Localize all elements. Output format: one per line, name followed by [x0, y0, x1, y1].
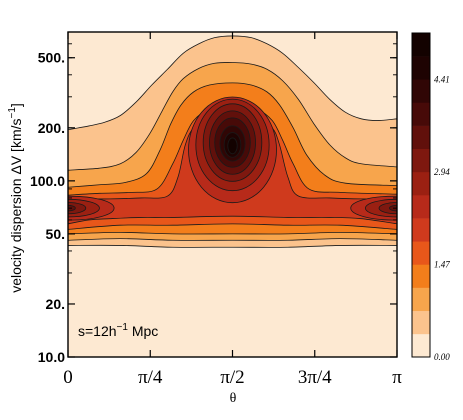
colorbar-band-9 [412, 125, 430, 150]
contour-level-13-blob-0 [227, 137, 238, 155]
colorbar-tick-label-1: 1.47 [434, 260, 450, 270]
x-axis-label: θ [230, 391, 237, 406]
x-tick-label-0: 0 [63, 367, 73, 388]
x-tick-label-4: π [392, 367, 402, 388]
colorbar-band-10 [412, 102, 430, 126]
colorbar-band-4 [412, 241, 430, 265]
colorbar-band-6 [412, 195, 430, 219]
colorbar-band-0 [412, 333, 430, 358]
colorbar-band-3 [412, 264, 430, 288]
colorbar-band-2 [412, 287, 430, 312]
y-tick-label-0: 10.0 [38, 349, 65, 365]
colorbar-band-13 [412, 33, 430, 57]
colorbar-tick-label-3: 4.41 [434, 75, 450, 85]
x-tick-label-3: 3π/4 [298, 367, 332, 388]
colorbar-tick-label-2: 2.94 [434, 167, 450, 177]
separation-annotation: s=12h−1 Mpc [78, 322, 158, 339]
colorbar-band-1 [412, 310, 430, 335]
plot-axes: 10.0 20. 50. 100.0 200. 500. 0 π/4 π/2 3π/4 π [30, 31, 402, 388]
y-tick-label-2: 50. [46, 226, 65, 242]
y-tick-label-5: 500. [38, 50, 65, 66]
colorbar-tick-label-0: 0.00 [434, 352, 450, 362]
colorbar-band-12 [412, 56, 430, 80]
y-tick-label-4: 200. [38, 120, 65, 136]
contour-plot [68, 32, 397, 357]
colorbar-band-11 [412, 79, 430, 103]
y-tick-label-3: 100.0 [30, 173, 65, 189]
colorbar-band-8 [412, 148, 430, 173]
colorbar: 0.00 1.47 2.94 4.41 [411, 32, 450, 362]
y-tick-label-1: 20. [46, 296, 65, 312]
y-axis-label: velocity dispersion ΔV [km/s−1] [7, 103, 24, 293]
colorbar-band-7 [412, 171, 430, 196]
colorbar-band-5 [412, 218, 430, 242]
x-tick-label-1: π/4 [138, 367, 163, 388]
x-tick-label-2: π/2 [220, 367, 244, 388]
